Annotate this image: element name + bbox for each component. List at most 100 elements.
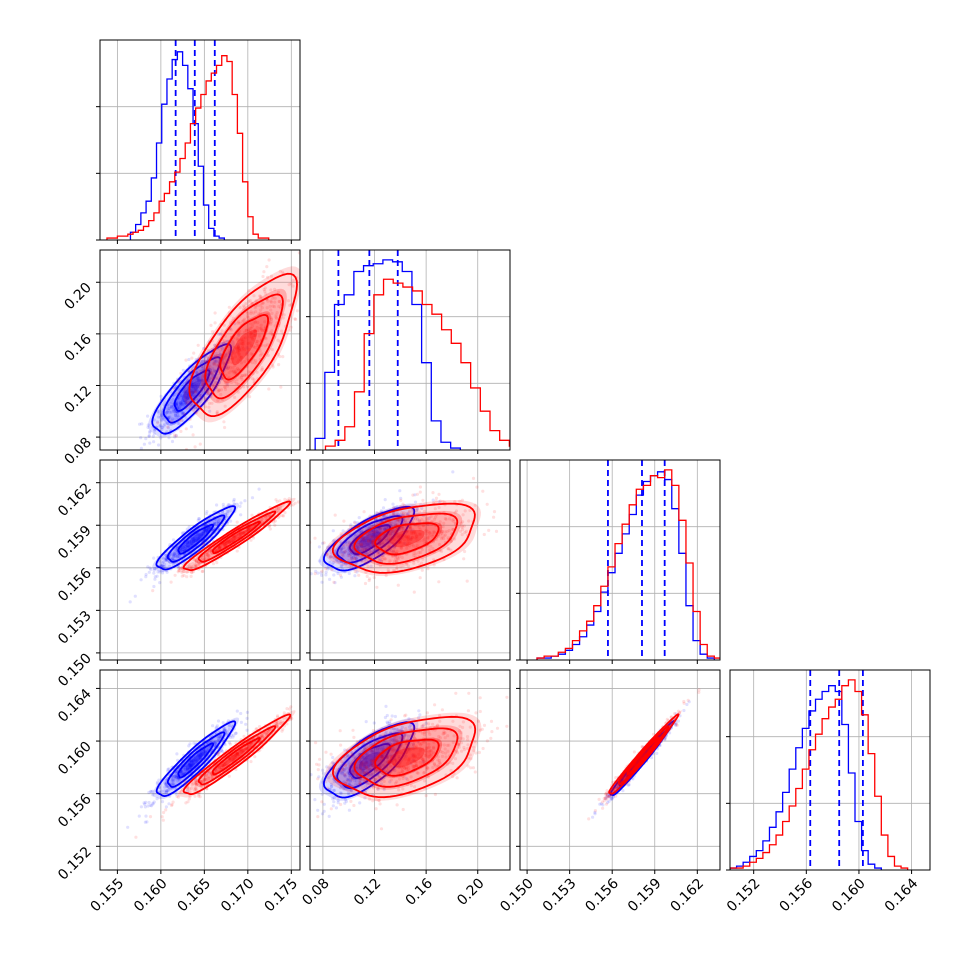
scatter-point (254, 359, 258, 363)
scatter-point (427, 516, 431, 521)
scatter-point (241, 530, 245, 534)
scatter-point (200, 533, 204, 537)
scatter-point (395, 565, 399, 570)
contour-red (188, 272, 298, 417)
y-tick-label: 0.152 (55, 844, 95, 884)
scatter-point (261, 274, 265, 279)
scatter-point (392, 511, 396, 515)
density-level-blue (176, 741, 216, 780)
scatter-point (252, 333, 256, 338)
scatter-point (363, 542, 367, 546)
scatter-point (200, 359, 205, 363)
scatter-point (253, 361, 257, 365)
scatter-point (366, 542, 370, 547)
scatter-point (247, 527, 251, 531)
scatter-point (147, 800, 151, 805)
scatter-point (199, 382, 203, 386)
scatter-point (429, 514, 433, 519)
scatter-point (361, 545, 365, 550)
scatter-point (198, 375, 202, 379)
scatter-point (467, 519, 471, 523)
scatter-point (347, 793, 351, 797)
scatter-point (330, 568, 334, 572)
scatter-point (205, 510, 209, 514)
x-tick-label: 0.164 (882, 875, 922, 915)
scatter-point (169, 580, 173, 584)
scatter-point (400, 529, 404, 533)
scatter-point (214, 381, 218, 385)
scatter-point (349, 556, 353, 560)
scatter-point (361, 768, 365, 772)
scatter-point (321, 541, 325, 545)
scatter-point (380, 748, 384, 752)
scatter-point (220, 329, 224, 333)
scatter-point (259, 304, 263, 308)
scatter-point (259, 308, 263, 312)
contour-blue (155, 505, 237, 571)
scatter-point (181, 390, 185, 394)
scatter-point (440, 535, 444, 539)
scatter-point (196, 560, 201, 564)
scatter-point (157, 443, 161, 447)
scatter-point (192, 539, 196, 543)
scatter-point (382, 745, 386, 750)
scatter-point (229, 735, 233, 740)
scatter-point (239, 355, 243, 359)
scatter-point (399, 498, 403, 502)
scatter-point (346, 791, 350, 795)
scatter-point (170, 779, 174, 783)
scatter-point (244, 746, 248, 750)
scatter-point (423, 538, 427, 542)
scatter-point (359, 543, 364, 547)
scatter-point (186, 395, 190, 399)
scatter-point (249, 344, 254, 348)
scatter-point (361, 536, 365, 540)
scatter-point (214, 363, 219, 367)
scatter-point (205, 392, 209, 396)
scatter-point (193, 758, 197, 762)
scatter-point (388, 533, 392, 537)
scatter-point (415, 544, 419, 548)
scatter-point (411, 746, 415, 751)
scatter-point (481, 489, 485, 493)
scatter-point (426, 536, 430, 540)
scatter-point (222, 764, 226, 768)
marginal-panel-0 (100, 40, 300, 240)
scatter-point (237, 333, 241, 337)
scatter-point (146, 804, 150, 808)
scatter-point (193, 406, 198, 410)
scatter-point (404, 776, 408, 780)
scatter-point (164, 558, 168, 563)
scatter-point (269, 274, 273, 278)
scatter-point (158, 581, 162, 585)
scatter-point (369, 564, 373, 568)
scatter-point (363, 559, 367, 564)
scatter-point (462, 524, 466, 528)
scatter-point (327, 776, 331, 780)
scatter-point (387, 537, 391, 541)
scatter-point (342, 519, 346, 523)
scatter-point (361, 537, 365, 541)
scatter-point (271, 296, 275, 300)
scatter-point (241, 750, 245, 754)
scatter-point (188, 565, 192, 569)
scatter-point (191, 565, 195, 569)
scatter-point (328, 555, 332, 559)
scatter-point (407, 747, 411, 751)
histogram-red (106, 55, 270, 240)
scatter-point (213, 343, 217, 347)
scatter-point (194, 540, 198, 544)
y-tick-label: 0.16 (61, 331, 94, 364)
scatter-point (197, 753, 201, 757)
scatter-point (331, 797, 335, 801)
scatter-point (191, 570, 195, 574)
scatter-point (353, 520, 357, 524)
scatter-point (207, 381, 211, 385)
scatter-point (465, 579, 469, 583)
scatter-point (217, 736, 221, 740)
scatter-point (174, 773, 178, 777)
scatter-point (188, 400, 192, 404)
scatter-point (397, 519, 401, 523)
scatter-point (397, 765, 401, 770)
scatter-point (388, 521, 392, 525)
